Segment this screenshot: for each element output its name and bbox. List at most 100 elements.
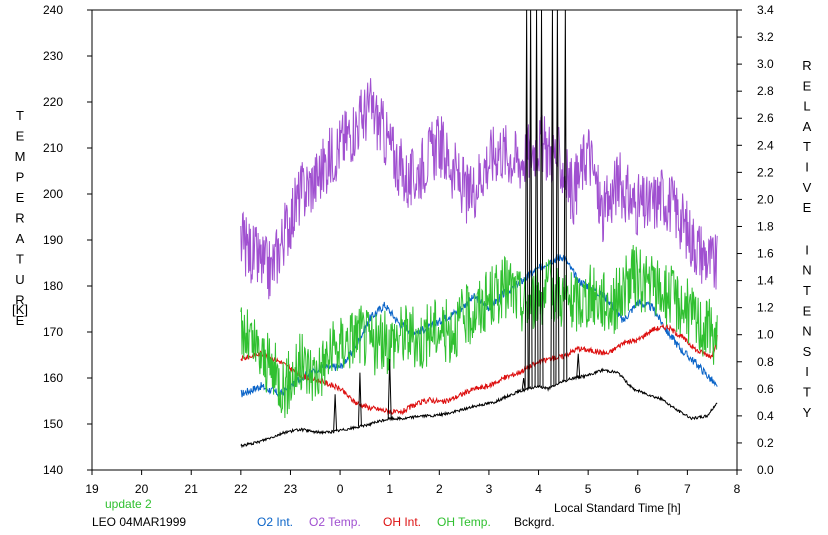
background-spike bbox=[576, 353, 581, 378]
y-left-label-letter: R bbox=[15, 211, 24, 226]
y-right-label-letter: N bbox=[802, 324, 811, 339]
background-spike bbox=[387, 359, 392, 419]
y-left-tick-label: 230 bbox=[43, 49, 63, 63]
y-right-label-letter: I bbox=[805, 364, 809, 379]
y-left-tick-label: 210 bbox=[43, 141, 63, 155]
x-tick-label: 21 bbox=[185, 482, 199, 496]
y-left-tick-label: 240 bbox=[43, 3, 63, 17]
y-left-label-letter: E bbox=[16, 190, 25, 205]
y-left-label-letter: U bbox=[15, 272, 24, 287]
background-spike bbox=[539, 9, 544, 387]
y-right-tick-label: 2.0 bbox=[757, 192, 774, 206]
background-spike bbox=[524, 9, 529, 390]
y-right-label-letter: E bbox=[803, 303, 812, 318]
y-right-tick-label: 0.4 bbox=[757, 409, 774, 423]
series-line-oh-int bbox=[240, 323, 718, 416]
legend-entry-bckgrd: Bckgrd. bbox=[514, 515, 555, 529]
y-right-tick-label: 1.4 bbox=[757, 274, 774, 288]
y-right-tick-label: 0.6 bbox=[757, 382, 774, 396]
x-tick-label: 7 bbox=[684, 482, 691, 496]
y-left-tick-label: 160 bbox=[43, 371, 63, 385]
y-left-label-letter: R bbox=[15, 293, 24, 308]
background-spike bbox=[563, 9, 568, 381]
background-spike bbox=[555, 9, 560, 384]
y-left-label-letter: E bbox=[16, 313, 25, 328]
legend-entry-oh-temp: OH Temp. bbox=[437, 515, 491, 529]
y-right-label-letter: T bbox=[803, 283, 811, 298]
x-tick-label: 23 bbox=[284, 482, 298, 496]
y-right-tick-label: 3.4 bbox=[757, 3, 774, 17]
y-right-tick-label: 1.2 bbox=[757, 301, 774, 315]
y-right-label-letter: E bbox=[803, 200, 812, 215]
y-left-label-letter: P bbox=[16, 170, 25, 185]
y-right-label-letter: R bbox=[802, 58, 811, 73]
y-left-tick-label: 180 bbox=[43, 279, 63, 293]
x-tick-label: 2 bbox=[436, 482, 443, 496]
y-right-label-letter: I bbox=[805, 160, 809, 175]
y-left-tick-label: 140 bbox=[43, 463, 63, 477]
y-left-label-letter: E bbox=[16, 129, 25, 144]
legend-entry-o2-int: O2 Int. bbox=[257, 515, 293, 529]
background-spike bbox=[550, 9, 555, 387]
y-right-tick-label: 1.8 bbox=[757, 219, 774, 233]
legend-entry-o2-temp: O2 Temp. bbox=[309, 515, 361, 529]
series-line-bckgrd bbox=[240, 367, 718, 449]
x-tick-label: 5 bbox=[585, 482, 592, 496]
background-spike bbox=[333, 394, 338, 432]
series-line-o2-temp bbox=[240, 78, 718, 300]
x-tick-label: 6 bbox=[634, 482, 641, 496]
x-tick-label: 0 bbox=[337, 482, 344, 496]
y-left-tick-label: 200 bbox=[43, 187, 63, 201]
y-left-label-letter: T bbox=[16, 108, 24, 123]
x-tick-label: 22 bbox=[234, 482, 248, 496]
y-right-tick-label: 2.8 bbox=[757, 84, 774, 98]
x-tick-label: 8 bbox=[734, 482, 741, 496]
y-left-tick-label: 150 bbox=[43, 417, 63, 431]
y-right-label-letter: E bbox=[803, 78, 812, 93]
y-right-label-letter: S bbox=[803, 344, 812, 359]
x-tick-label: 1 bbox=[386, 482, 393, 496]
y-right-tick-label: 3.2 bbox=[757, 30, 774, 44]
y-right-tick-label: 2.4 bbox=[757, 138, 774, 152]
y-right-label-letter: T bbox=[803, 139, 811, 154]
y-right-label-letter: Y bbox=[803, 405, 812, 420]
y-left-tick-label: 170 bbox=[43, 325, 63, 339]
y-left-tick-label: 220 bbox=[43, 95, 63, 109]
y-right-label-letter: I bbox=[805, 242, 809, 257]
series-line-oh-temp bbox=[240, 244, 718, 419]
background-spike bbox=[357, 372, 362, 427]
station-label: LEO 04MAR1999 bbox=[92, 515, 186, 529]
x-tick-label: 4 bbox=[535, 482, 542, 496]
y-right-tick-label: 3.0 bbox=[757, 57, 774, 71]
status-label: update 2 bbox=[105, 497, 152, 511]
y-right-label-letter: L bbox=[803, 99, 810, 114]
y-left-tick-label: 190 bbox=[43, 233, 63, 247]
legend-entry-oh-int: OH Int. bbox=[383, 515, 421, 529]
y-right-tick-label: 2.6 bbox=[757, 111, 774, 125]
y-right-tick-label: 0.2 bbox=[757, 436, 774, 450]
series-layer bbox=[240, 9, 718, 449]
y-right-label-letter: N bbox=[802, 263, 811, 278]
y-left-label-letter: T bbox=[16, 252, 24, 267]
y-right-tick-label: 0.0 bbox=[757, 463, 774, 477]
background-spike bbox=[521, 377, 526, 391]
y-right-label-letter: T bbox=[803, 385, 811, 400]
y-left-unit: [K] bbox=[12, 302, 28, 317]
y-left-label-letter: M bbox=[15, 149, 26, 164]
y-right-tick-label: 1.6 bbox=[757, 247, 774, 261]
y-right-label-letter: A bbox=[803, 119, 812, 134]
axes: 19 20 21 22 23 0 1 2 3 4 5 6 7 8140150160170180190200… bbox=[43, 3, 774, 496]
x-tick-label: 3 bbox=[486, 482, 493, 496]
y-right-tick-label: 2.2 bbox=[757, 165, 774, 179]
x-tick-label: 19 bbox=[85, 482, 99, 496]
y-left-label-letter: A bbox=[16, 231, 25, 246]
background-spike bbox=[528, 9, 533, 389]
y-right-tick-label: 0.8 bbox=[757, 355, 774, 369]
x-tick-label: 20 bbox=[135, 482, 149, 496]
y-right-tick-label: 1.0 bbox=[757, 328, 774, 342]
y-right-label-letter: V bbox=[803, 180, 812, 195]
x-axis-label: Local Standard Time [h] bbox=[554, 501, 681, 515]
background-spike bbox=[534, 9, 539, 387]
